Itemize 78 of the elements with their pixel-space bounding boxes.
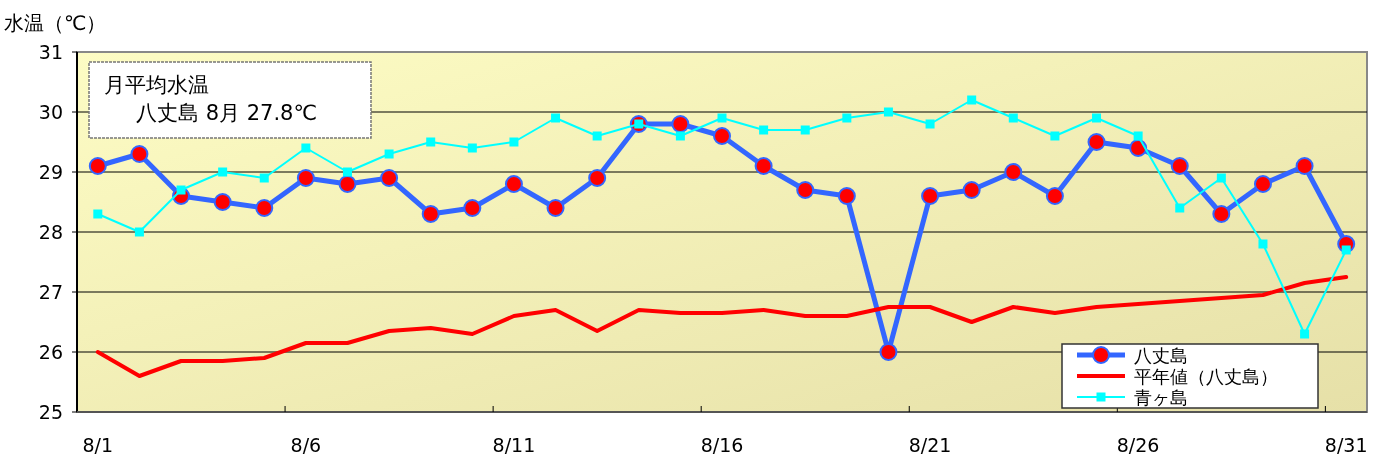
point	[1175, 203, 1185, 213]
point	[921, 187, 940, 205]
point	[130, 145, 149, 163]
point	[1253, 175, 1272, 193]
x-tick-label: 8/6	[290, 434, 322, 456]
point	[509, 137, 519, 147]
legend-label: 八丈島	[1134, 345, 1188, 366]
point	[1300, 329, 1310, 339]
legend-label: 平年値（八丈島）	[1134, 366, 1278, 387]
point	[463, 199, 482, 217]
point	[176, 185, 186, 195]
annotation: 八丈島 8月 27.8℃	[136, 101, 318, 125]
point	[1050, 131, 1060, 141]
point	[925, 119, 935, 129]
point	[879, 343, 898, 361]
point	[259, 173, 269, 183]
point	[1295, 157, 1314, 175]
y-tick-label: 25	[38, 401, 63, 423]
point	[255, 199, 274, 217]
point	[546, 199, 565, 217]
point	[1170, 157, 1189, 175]
x-tick-label: 8/26	[1116, 434, 1160, 456]
y-tick-label: 28	[38, 221, 63, 243]
y-tick-label: 30	[38, 101, 63, 123]
point	[467, 143, 477, 153]
point	[218, 167, 228, 177]
x-tick-label: 8/31	[1324, 434, 1368, 456]
point	[134, 227, 144, 237]
point	[421, 205, 440, 223]
point	[588, 169, 607, 187]
point	[1258, 239, 1268, 249]
point	[796, 181, 815, 199]
point	[296, 169, 315, 187]
point	[384, 149, 394, 159]
point	[717, 113, 727, 123]
point	[338, 175, 357, 193]
point	[380, 169, 399, 187]
point	[1216, 173, 1226, 183]
point	[754, 157, 773, 175]
point	[1008, 113, 1018, 123]
y-tick-label: 26	[38, 341, 63, 363]
point	[1212, 205, 1231, 223]
point	[1092, 113, 1102, 123]
point	[967, 95, 977, 105]
y-tick-label: 29	[38, 161, 63, 183]
point	[426, 137, 436, 147]
x-tick-label: 8/16	[700, 434, 744, 456]
point	[837, 187, 856, 205]
point	[213, 193, 232, 211]
point	[551, 113, 561, 123]
point	[88, 157, 107, 175]
x-tick-label: 8/21	[908, 434, 952, 456]
annotation: 月平均水温	[104, 73, 209, 97]
x-tick-label: 8/1	[82, 434, 114, 456]
point	[342, 167, 352, 177]
point	[962, 181, 981, 199]
point	[675, 131, 685, 141]
point	[504, 175, 523, 193]
point	[1341, 245, 1351, 255]
point	[1045, 187, 1064, 205]
point	[759, 125, 769, 135]
y-axis-title: 水温（℃）	[4, 11, 107, 35]
legend-label: 青ヶ島	[1134, 387, 1188, 408]
point	[842, 113, 852, 123]
point	[1087, 133, 1106, 151]
point	[592, 131, 602, 141]
point	[1133, 131, 1143, 141]
point	[301, 143, 311, 153]
annotation-box: 月平均水温 八丈島 8月 27.8℃	[88, 61, 372, 139]
point	[800, 125, 810, 135]
y-tick-label: 31	[38, 41, 63, 63]
point	[93, 209, 103, 219]
point	[713, 127, 731, 145]
x-tick-label: 8/11	[492, 434, 536, 456]
point	[883, 107, 893, 117]
point	[1004, 163, 1023, 181]
point	[671, 115, 690, 133]
y-tick-label: 27	[38, 281, 63, 303]
